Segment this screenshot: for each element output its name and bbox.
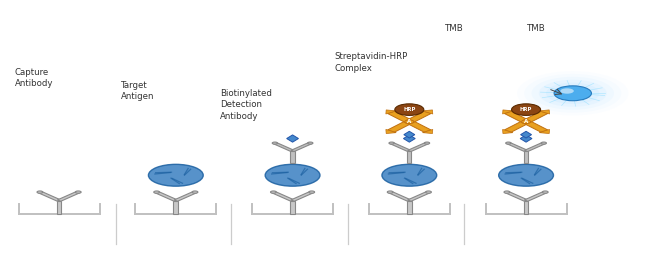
Polygon shape (422, 110, 433, 114)
Circle shape (541, 142, 547, 144)
Polygon shape (525, 191, 547, 201)
Circle shape (554, 86, 592, 101)
Circle shape (75, 191, 81, 193)
Polygon shape (174, 201, 178, 214)
Circle shape (539, 80, 606, 107)
Circle shape (148, 164, 203, 186)
Polygon shape (524, 201, 528, 214)
Polygon shape (539, 110, 549, 114)
Text: HRP: HRP (403, 107, 415, 112)
Polygon shape (273, 142, 294, 152)
Circle shape (560, 88, 574, 94)
Circle shape (307, 142, 313, 144)
Polygon shape (404, 131, 415, 138)
Circle shape (499, 164, 553, 186)
Circle shape (424, 142, 430, 144)
Polygon shape (422, 129, 433, 134)
Polygon shape (291, 142, 312, 152)
Circle shape (309, 191, 315, 193)
Polygon shape (291, 151, 294, 163)
Polygon shape (386, 110, 396, 114)
Circle shape (395, 104, 424, 115)
Text: Target
Antigen: Target Antigen (121, 81, 154, 101)
Polygon shape (407, 201, 411, 214)
Circle shape (521, 120, 530, 123)
Polygon shape (502, 129, 513, 134)
Polygon shape (287, 135, 298, 142)
Polygon shape (408, 142, 428, 152)
Text: HRP: HRP (520, 107, 532, 112)
Circle shape (270, 191, 276, 193)
Circle shape (387, 191, 393, 193)
Polygon shape (389, 191, 411, 201)
Polygon shape (407, 151, 411, 163)
Polygon shape (502, 110, 513, 114)
Polygon shape (272, 191, 294, 201)
Polygon shape (387, 111, 413, 123)
Circle shape (405, 120, 414, 123)
Circle shape (504, 191, 510, 193)
Polygon shape (386, 129, 396, 134)
Text: A: A (407, 119, 411, 124)
Circle shape (546, 83, 599, 104)
Polygon shape (523, 111, 548, 123)
Polygon shape (57, 201, 62, 214)
Polygon shape (290, 201, 295, 214)
Polygon shape (57, 191, 80, 201)
Circle shape (512, 104, 541, 115)
Polygon shape (387, 121, 413, 132)
Polygon shape (523, 121, 548, 132)
Circle shape (272, 142, 278, 144)
Polygon shape (155, 191, 177, 201)
Polygon shape (507, 142, 528, 152)
Polygon shape (390, 142, 411, 152)
Text: TMB: TMB (445, 24, 463, 33)
Circle shape (37, 191, 43, 193)
Polygon shape (505, 191, 528, 201)
Polygon shape (521, 131, 532, 138)
Polygon shape (174, 191, 197, 201)
Polygon shape (404, 135, 415, 142)
Text: Biotinylated
Detection
Antibody: Biotinylated Detection Antibody (220, 89, 272, 121)
Text: Capture
Antibody: Capture Antibody (15, 68, 53, 88)
Circle shape (542, 191, 548, 193)
Circle shape (532, 77, 614, 110)
Polygon shape (406, 121, 431, 132)
Circle shape (382, 164, 437, 186)
Text: A: A (524, 119, 528, 124)
Polygon shape (408, 191, 430, 201)
Circle shape (506, 142, 511, 144)
Polygon shape (504, 111, 530, 123)
Text: TMB: TMB (527, 24, 546, 33)
Polygon shape (38, 191, 61, 201)
Circle shape (192, 191, 198, 193)
Circle shape (265, 164, 320, 186)
Polygon shape (524, 151, 528, 163)
Polygon shape (291, 191, 313, 201)
Polygon shape (504, 121, 530, 132)
Polygon shape (406, 111, 431, 123)
Polygon shape (525, 142, 545, 152)
Circle shape (389, 142, 395, 144)
Circle shape (525, 74, 621, 113)
Circle shape (426, 191, 432, 193)
Polygon shape (539, 129, 549, 134)
Text: Streptavidin-HRP
Complex: Streptavidin-HRP Complex (335, 53, 408, 73)
Circle shape (154, 191, 159, 193)
Polygon shape (520, 135, 532, 142)
